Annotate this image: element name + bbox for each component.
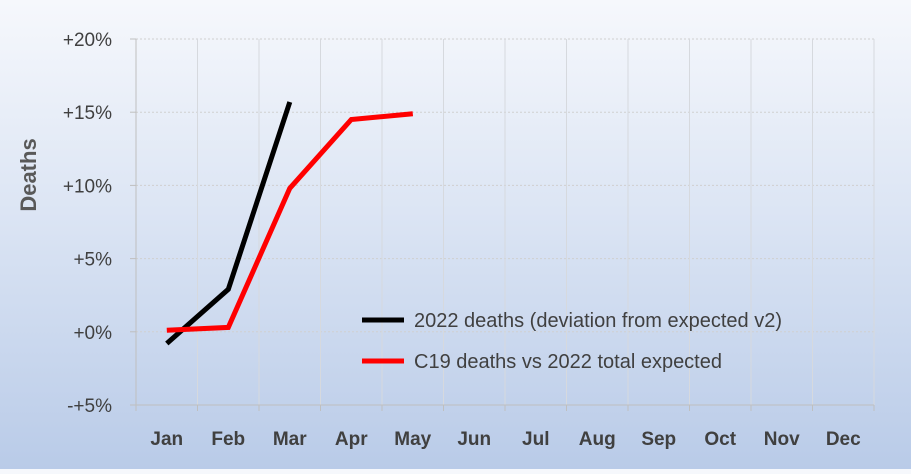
x-tick-label: Jun	[457, 429, 491, 450]
legend-label-2: C19 deaths vs 2022 total expected	[414, 351, 722, 373]
x-tick-label: Oct	[704, 429, 736, 450]
x-tick-label: Mar	[273, 429, 307, 450]
x-tick-label: Apr	[335, 429, 368, 450]
x-tick-label: Nov	[764, 429, 800, 450]
legend-label-1: 2022 deaths (deviation from expected v2)	[414, 310, 782, 332]
legend: 2022 deaths (deviation from expected v2)…	[362, 310, 782, 373]
x-tick-label: Dec	[826, 429, 861, 450]
series-lines	[165, 101, 414, 346]
y-tick-label: +10%	[63, 176, 112, 197]
y-tick-label: -+5%	[67, 396, 112, 417]
x-tick-label: Feb	[211, 429, 245, 450]
axes: +20% +15% +10% +5% +0% -+5% Jan Feb Mar Apr May Jun…	[63, 30, 875, 450]
x-tick-label: Aug	[579, 429, 616, 450]
series-line-2	[166, 111, 414, 333]
y-axis-label: Deaths	[16, 138, 41, 211]
y-tick-label: +15%	[63, 103, 112, 124]
series-line-1	[165, 101, 293, 346]
x-tick-label: May	[394, 429, 431, 450]
x-tick-label: Sep	[641, 429, 676, 450]
y-tick-label: +0%	[73, 323, 112, 344]
y-tick-label: +20%	[63, 30, 112, 51]
gridlines	[135, 38, 875, 405]
y-tick-label: +5%	[73, 250, 112, 271]
x-tick-label: Jan	[150, 429, 183, 450]
x-tick-label: Jul	[522, 429, 549, 450]
